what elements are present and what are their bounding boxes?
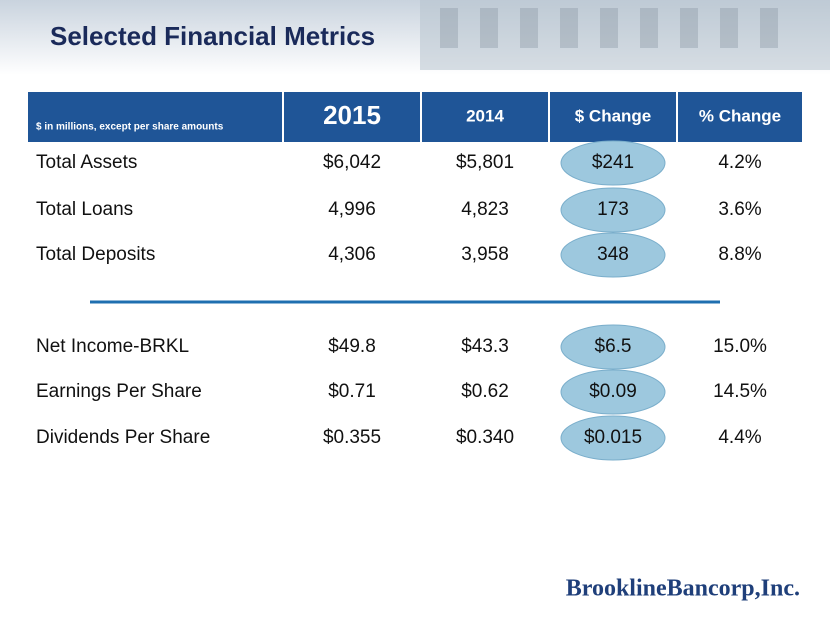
cell-value: 4,996 bbox=[328, 199, 376, 220]
logo: BrooklineBancorp,Inc. bbox=[566, 576, 800, 602]
metrics-table: $ in millions, except per share amounts 2… bbox=[28, 92, 802, 461]
column-header: $ in millions, except per share amounts bbox=[36, 122, 224, 133]
row-label: Dividends Per Share bbox=[36, 427, 210, 448]
row-label: Net Income-BRKL bbox=[36, 336, 189, 357]
cell-value: $43.3 bbox=[461, 336, 509, 357]
change-highlight bbox=[560, 140, 666, 186]
cell-value: $5,801 bbox=[456, 152, 514, 173]
header-cell bbox=[550, 92, 676, 142]
cell-value: 3,958 bbox=[461, 244, 509, 265]
cell-value: 4,823 bbox=[461, 199, 509, 220]
cell-value: 8.8% bbox=[718, 244, 761, 265]
cell-value: $0.340 bbox=[456, 427, 514, 448]
slide-title: Selected Financial Metrics bbox=[50, 21, 375, 51]
cell-value: $0.62 bbox=[461, 381, 509, 402]
cell-value: $6.5 bbox=[595, 336, 632, 357]
header-cell bbox=[284, 92, 420, 142]
cell-value: $6,042 bbox=[323, 152, 381, 173]
row-label: Earnings Per Share bbox=[36, 381, 202, 402]
change-highlight bbox=[560, 369, 666, 415]
column-header: 2015 bbox=[323, 100, 381, 130]
cell-value: $0.71 bbox=[328, 381, 376, 402]
change-highlight bbox=[560, 232, 666, 278]
change-highlight bbox=[560, 187, 666, 233]
header-cell bbox=[678, 92, 802, 142]
cell-value: 348 bbox=[597, 244, 629, 265]
header-cell bbox=[422, 92, 548, 142]
row-label: Total Assets bbox=[36, 152, 137, 173]
column-header: 2014 bbox=[466, 106, 504, 125]
column-header: $ Change bbox=[575, 106, 652, 125]
cell-value: 4,306 bbox=[328, 244, 376, 265]
cell-value: $0.015 bbox=[584, 427, 642, 448]
banner bbox=[0, 0, 830, 75]
cell-value: 4.4% bbox=[718, 427, 761, 448]
row-label: Total Loans bbox=[36, 199, 133, 220]
cell-value: 14.5% bbox=[713, 381, 767, 402]
cell-value: $0.355 bbox=[323, 427, 381, 448]
header-cell bbox=[28, 92, 282, 142]
cell-value: $49.8 bbox=[328, 336, 376, 357]
column-header: % Change bbox=[699, 106, 781, 125]
cell-value: $0.09 bbox=[589, 381, 637, 402]
cell-value: 4.2% bbox=[718, 152, 761, 173]
row-label: Total Deposits bbox=[36, 244, 155, 265]
cell-value: 3.6% bbox=[718, 199, 761, 220]
cell-value: $241 bbox=[592, 152, 634, 173]
cell-value: 15.0% bbox=[713, 336, 767, 357]
change-highlight bbox=[560, 415, 666, 461]
cell-value: 173 bbox=[597, 199, 629, 220]
change-highlight bbox=[560, 324, 666, 370]
